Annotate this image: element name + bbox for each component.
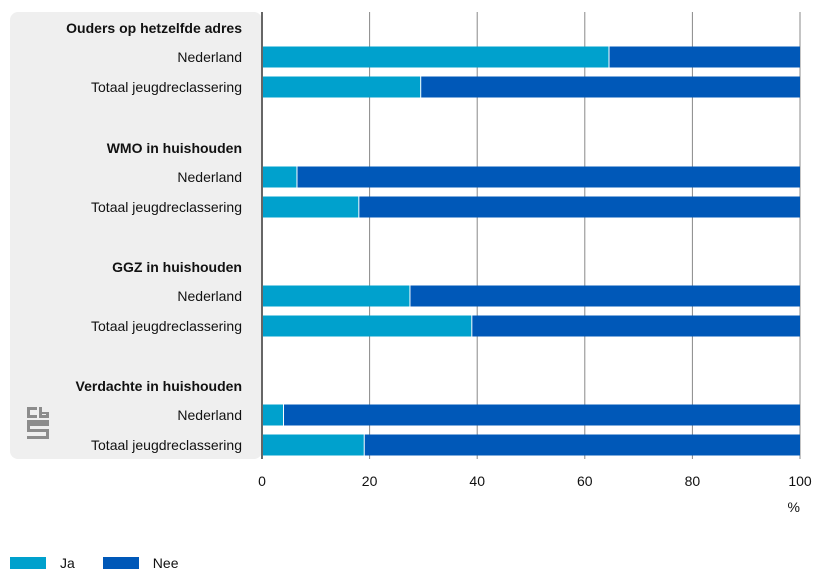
x-tick-label: 20: [362, 473, 378, 489]
bar-ja: [262, 196, 359, 218]
legend-item-ja: Ja: [10, 555, 75, 571]
bar-nee: [364, 434, 800, 456]
gridlines: [369, 12, 801, 459]
row-label: Nederland: [177, 288, 242, 304]
bar-nee: [283, 404, 800, 426]
group-title: GGZ in huishouden: [112, 259, 242, 275]
row-label: Totaal jeugdreclassering: [91, 318, 242, 334]
row-label: Nederland: [177, 407, 242, 423]
x-tick-label: 60: [577, 473, 593, 489]
group-title: Ouders op hetzelfde adres: [66, 20, 242, 36]
bar-ja: [262, 285, 410, 307]
legend-item-nee: Nee: [102, 555, 179, 571]
bar-ja: [262, 46, 610, 68]
x-tick-label: 100: [788, 473, 812, 489]
bar-nee: [296, 166, 800, 188]
bar-nee: [409, 285, 800, 307]
bar-nee: [609, 46, 800, 68]
bar-nee: [471, 315, 800, 337]
row-label: Totaal jeugdreclassering: [91, 79, 242, 95]
bar-ja: [262, 76, 421, 98]
x-tick-label: 80: [685, 473, 701, 489]
bar-ja: [262, 315, 472, 337]
bars: [262, 46, 800, 456]
bar-nee: [358, 196, 800, 218]
label-panel-background: [10, 12, 262, 459]
x-tick-label: 40: [469, 473, 485, 489]
legend-swatch-nee: [102, 557, 139, 569]
bar-ja: [262, 434, 365, 456]
row-label: Totaal jeugdreclassering: [91, 199, 242, 215]
chart: Ouders op hetzelfde adres Nederland Totaal…: [10, 12, 812, 515]
cbs-logo-icon: [27, 407, 49, 439]
bar-nee: [420, 76, 800, 98]
bar-ja: [262, 166, 297, 188]
legend-label-nee: Nee: [152, 555, 179, 571]
category-labels: Ouders op hetzelfde adres Nederland Totaal…: [66, 20, 242, 453]
row-label: Nederland: [177, 169, 242, 185]
x-tick-label: 0: [258, 473, 266, 489]
x-axis-ticks: 0 20 40 60 80 100: [258, 473, 812, 489]
group-title: WMO in huishouden: [107, 140, 242, 156]
row-label: Totaal jeugdreclassering: [91, 437, 242, 453]
bar-ja: [262, 404, 284, 426]
row-label: Nederland: [177, 49, 242, 65]
unit-label: %: [788, 499, 800, 515]
legend: Ja Nee: [10, 555, 178, 571]
legend-swatch-ja: [10, 557, 46, 569]
legend-label-ja: Ja: [60, 555, 75, 571]
group-title: Verdachte in huishouden: [76, 378, 242, 394]
